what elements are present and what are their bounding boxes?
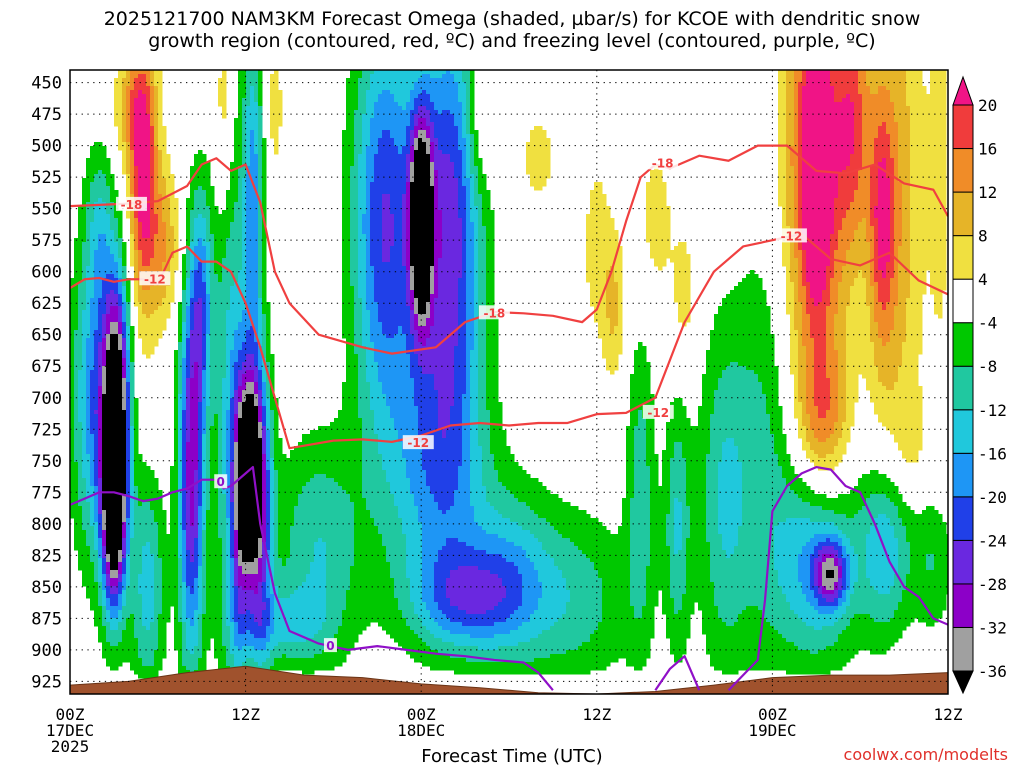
plot-frame — [69, 69, 949, 695]
colorbar-tick-label: -16 — [978, 444, 1007, 463]
colorbar-tick-label: -24 — [978, 531, 1007, 550]
grid — [70, 70, 948, 694]
chart-title-line1: 2025121700 NAM3KM Forecast Omega (shaded… — [0, 8, 1024, 30]
colorbar-tick-label: 8 — [978, 227, 988, 246]
colorbar-swatch — [952, 670, 974, 695]
y-tick-label: 900 — [31, 641, 62, 661]
y-tick-label: 650 — [31, 326, 62, 346]
y-tick-label: 450 — [31, 74, 62, 94]
y-tick-label: 600 — [31, 263, 62, 283]
plot-area — [70, 70, 948, 694]
colorbar-swatch — [952, 191, 974, 237]
contour-label: -12 — [647, 406, 669, 420]
y-tick-label: 775 — [31, 483, 62, 503]
x-tick-label: 12Z — [582, 705, 611, 724]
y-tick-label: 850 — [31, 578, 62, 598]
colorbar-swatch — [952, 75, 974, 106]
colorbar-tick-label: -36 — [978, 662, 1007, 681]
contour-0 — [70, 465, 554, 691]
y-tick-label: 875 — [31, 609, 62, 629]
colorbar-swatch — [952, 496, 974, 541]
y-tick-label: 500 — [31, 137, 62, 157]
colorbar-legend: -36 -32 -28 -24 -20 -16 -12 -8 -4 4 8 12 16 20 — [952, 75, 1007, 695]
contours: -18 -12 -18 -18 -12 -12 -12 0 0 — [70, 144, 948, 691]
colorbar-tick-label: -12 — [978, 401, 1007, 420]
colorbar-tick-label: 4 — [978, 270, 988, 289]
y-tick-label: 475 — [31, 105, 62, 125]
colorbar-tick-label: -28 — [978, 575, 1007, 594]
y-axis: 450 475 500 525 550 575 600 625 650 675 700 725 750 7… — [31, 74, 62, 693]
x-tick-label: 00Z — [758, 705, 787, 724]
colorbar-tick-label: -20 — [978, 488, 1007, 507]
y-tick-label: 675 — [31, 357, 62, 377]
colorbar-tick-label: -4 — [978, 314, 997, 333]
contour-label: -18 — [484, 306, 506, 320]
colorbar-swatch — [952, 409, 974, 454]
x-tick-label: 18DEC — [397, 721, 445, 740]
contour-label: -12 — [781, 229, 803, 243]
y-tick-label: 750 — [31, 452, 62, 472]
credit-text: coolwx.com/modelts — [844, 745, 1008, 764]
y-tick-label: 925 — [31, 672, 62, 692]
chart-title-line2: growth region (contoured, red, ºC) and f… — [0, 30, 1024, 52]
colorbar-tick-label: -8 — [978, 357, 997, 376]
colorbar-swatch — [952, 148, 974, 193]
colorbar-tick-label: 20 — [978, 96, 997, 115]
x-axis-label: Forecast Time (UTC) — [0, 746, 1024, 767]
x-tick-label: 19DEC — [748, 721, 796, 740]
contour-label: -18 — [121, 198, 143, 212]
y-tick-label: 825 — [31, 546, 62, 566]
colorbar-swatch — [952, 539, 974, 585]
x-tick-label: 2025 — [51, 737, 90, 756]
contour-0 — [654, 655, 701, 691]
y-tick-label: 550 — [31, 200, 62, 220]
contour-label: -12 — [407, 436, 429, 450]
y-tick-label: 725 — [31, 420, 62, 440]
contour-label: 0 — [217, 475, 225, 489]
x-tick-label: 12Z — [934, 705, 963, 724]
contour--18 — [70, 144, 948, 355]
terrain-fill — [70, 665, 948, 694]
y-tick-label: 700 — [31, 389, 62, 409]
x-tick-label: 00Z — [56, 705, 85, 724]
colorbar-swatch — [952, 322, 974, 367]
colorbar-swatch — [952, 583, 974, 628]
colorbar-tick-label: 16 — [978, 140, 997, 159]
colorbar-swatch — [952, 626, 974, 672]
x-tick-label: 12Z — [231, 705, 260, 724]
y-tick-label: 800 — [31, 515, 62, 535]
contour-label: -12 — [144, 272, 166, 286]
colorbar-swatch — [952, 104, 974, 150]
colorbar-swatch — [952, 452, 974, 498]
y-tick-label: 625 — [31, 294, 62, 314]
x-tick-label: 17DEC — [46, 721, 94, 740]
y-tick-label: 575 — [31, 231, 62, 251]
y-tick-label: 525 — [31, 168, 62, 188]
contour-label: 0 — [326, 639, 334, 653]
colorbar-tick-label: -32 — [978, 618, 1007, 637]
colorbar-swatch — [952, 365, 974, 411]
colorbar-swatch — [952, 235, 974, 280]
contour-0 — [727, 465, 948, 691]
contour-label: -18 — [652, 156, 674, 170]
x-tick-label: 00Z — [407, 705, 436, 724]
colorbar-tick-label: 12 — [978, 183, 997, 202]
colorbar-swatch — [952, 278, 974, 324]
